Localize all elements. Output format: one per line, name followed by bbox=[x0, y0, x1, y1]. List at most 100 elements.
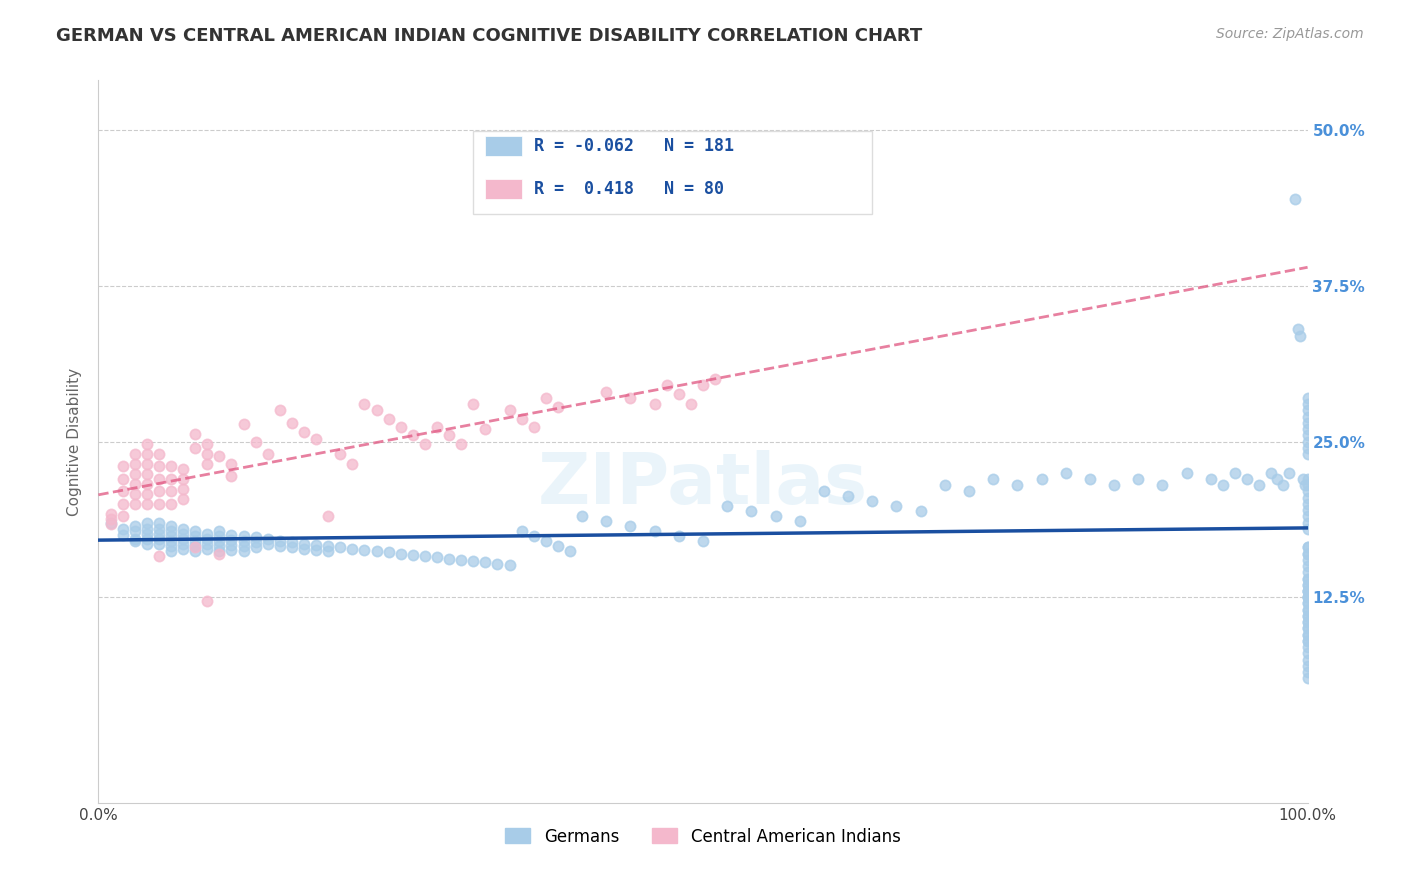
Point bbox=[195, 457, 218, 471]
Point bbox=[886, 500, 908, 514]
Point bbox=[135, 497, 157, 511]
Point bbox=[148, 484, 170, 499]
Point bbox=[1296, 434, 1319, 449]
Point bbox=[1296, 516, 1319, 530]
Point bbox=[547, 539, 569, 553]
Point bbox=[124, 476, 146, 491]
Point bbox=[498, 558, 520, 572]
Point bbox=[1296, 584, 1319, 599]
Point bbox=[245, 535, 267, 549]
Point bbox=[1296, 391, 1319, 405]
Point bbox=[195, 532, 218, 546]
Point bbox=[789, 514, 811, 528]
Point bbox=[704, 372, 727, 386]
Point bbox=[208, 450, 231, 464]
Point bbox=[1296, 566, 1319, 580]
Point bbox=[111, 509, 134, 524]
Point bbox=[813, 484, 835, 499]
Point bbox=[172, 537, 194, 551]
Point bbox=[1296, 658, 1319, 673]
Point bbox=[1296, 597, 1319, 611]
Point bbox=[655, 378, 678, 392]
Point bbox=[172, 472, 194, 486]
Point bbox=[148, 522, 170, 536]
Point bbox=[437, 428, 460, 442]
Point bbox=[316, 509, 339, 524]
Point bbox=[595, 514, 617, 528]
Point bbox=[353, 397, 375, 411]
Point bbox=[1294, 478, 1316, 492]
Point bbox=[111, 472, 134, 486]
Point bbox=[160, 539, 183, 553]
Point bbox=[148, 447, 170, 461]
Point bbox=[1296, 484, 1319, 499]
Point bbox=[342, 541, 364, 556]
Point bbox=[1296, 522, 1319, 536]
Point bbox=[1249, 478, 1271, 492]
Point bbox=[256, 447, 278, 461]
Text: R =  0.418   N = 80: R = 0.418 N = 80 bbox=[534, 180, 724, 198]
Point bbox=[450, 437, 472, 451]
Point bbox=[184, 524, 207, 539]
Point bbox=[184, 534, 207, 549]
Point bbox=[1296, 615, 1319, 630]
Point bbox=[256, 532, 278, 546]
Point bbox=[329, 541, 352, 555]
Point bbox=[1296, 609, 1319, 624]
Point bbox=[1296, 572, 1319, 586]
Point bbox=[100, 512, 122, 526]
Point bbox=[148, 549, 170, 563]
Point bbox=[981, 472, 1004, 486]
Point bbox=[510, 524, 533, 539]
Point bbox=[1296, 627, 1319, 641]
Point bbox=[135, 532, 157, 546]
Point bbox=[1102, 478, 1125, 492]
Point bbox=[1296, 665, 1319, 679]
Point bbox=[172, 482, 194, 496]
Point bbox=[184, 539, 207, 553]
Point bbox=[860, 494, 883, 508]
Point bbox=[160, 497, 183, 511]
Point bbox=[1212, 478, 1234, 492]
Point bbox=[1296, 578, 1319, 592]
Point bbox=[377, 545, 399, 559]
Point bbox=[208, 534, 231, 549]
Point bbox=[377, 412, 399, 426]
Point bbox=[463, 554, 485, 568]
Point bbox=[232, 539, 254, 553]
Point bbox=[124, 457, 146, 471]
Point bbox=[1296, 591, 1319, 605]
Point bbox=[740, 504, 762, 518]
Point bbox=[474, 422, 496, 436]
Point bbox=[232, 534, 254, 549]
Point bbox=[184, 441, 207, 455]
Point bbox=[765, 509, 787, 524]
Point bbox=[148, 537, 170, 551]
Point bbox=[510, 412, 533, 426]
Point bbox=[668, 387, 690, 401]
Point bbox=[195, 526, 218, 541]
Point bbox=[100, 507, 122, 521]
Point bbox=[184, 541, 207, 555]
Point bbox=[1296, 646, 1319, 660]
Point bbox=[934, 478, 956, 492]
Point bbox=[910, 504, 932, 518]
Point bbox=[1296, 541, 1319, 555]
Point bbox=[316, 544, 339, 558]
Point bbox=[1296, 584, 1319, 599]
Point bbox=[208, 544, 231, 558]
Point bbox=[195, 447, 218, 461]
Point bbox=[1296, 441, 1319, 455]
Point bbox=[402, 428, 425, 442]
Point bbox=[316, 539, 339, 553]
Point bbox=[1296, 547, 1319, 561]
Point bbox=[1296, 633, 1319, 648]
Point bbox=[1296, 491, 1319, 505]
Text: GERMAN VS CENTRAL AMERICAN INDIAN COGNITIVE DISABILITY CORRELATION CHART: GERMAN VS CENTRAL AMERICAN INDIAN COGNIT… bbox=[56, 27, 922, 45]
Point bbox=[1296, 621, 1319, 635]
Point bbox=[221, 538, 243, 552]
Point bbox=[124, 519, 146, 533]
Point bbox=[426, 550, 449, 565]
Point bbox=[1296, 633, 1319, 648]
Point bbox=[402, 548, 425, 562]
